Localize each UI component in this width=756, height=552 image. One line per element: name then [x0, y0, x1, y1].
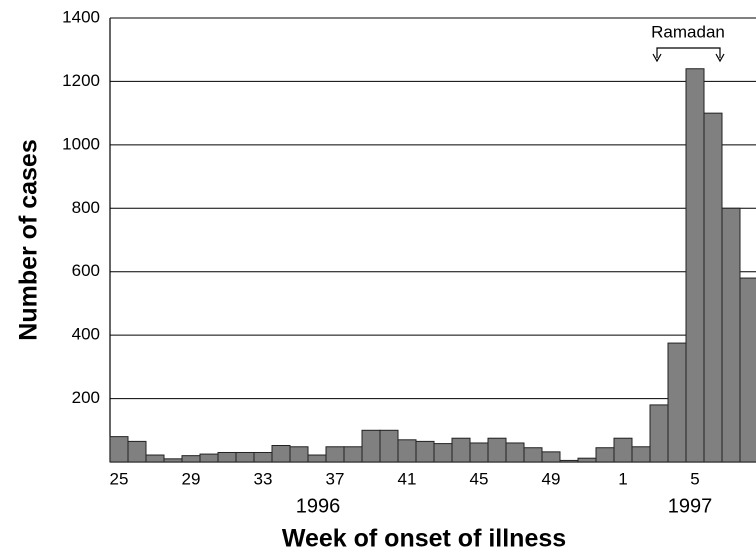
- annotation: Ramadan: [651, 22, 725, 41]
- x-tick-label: 45: [470, 469, 489, 488]
- bar: [109, 436, 129, 463]
- x-tick-label: 5: [690, 469, 699, 488]
- y-tick-label: 600: [72, 261, 100, 280]
- x-tick-label: 41: [398, 469, 417, 488]
- bar: [235, 451, 255, 463]
- bar: [577, 457, 597, 463]
- bar: [451, 437, 471, 463]
- bar: [271, 445, 291, 463]
- bar: [721, 207, 741, 463]
- x-tick-label: 49: [542, 469, 561, 488]
- bar: [127, 440, 147, 463]
- y-tick-label: 1400: [62, 7, 100, 26]
- bar: [415, 440, 435, 463]
- y-tick-label: 1000: [62, 134, 100, 153]
- bar: [253, 451, 273, 463]
- bar: [343, 446, 363, 463]
- x-tick-label: 33: [254, 469, 273, 488]
- bar: [613, 437, 633, 463]
- annotation-bracket: [652, 47, 725, 63]
- bar: [631, 446, 651, 463]
- bar: [595, 447, 615, 463]
- year-label: 1996: [296, 495, 341, 517]
- bar: [703, 112, 723, 463]
- bar: [397, 439, 417, 463]
- bar: [163, 458, 183, 463]
- bar: [685, 68, 705, 463]
- bar: [541, 451, 561, 463]
- bar: [361, 429, 381, 463]
- x-tick-label: 25: [110, 469, 129, 488]
- bar: [487, 437, 507, 463]
- bar: [217, 451, 237, 463]
- bar: [289, 446, 309, 463]
- bar: [523, 447, 543, 463]
- y-tick-label: 200: [72, 388, 100, 407]
- y-tick-label: 800: [72, 198, 100, 217]
- year-label: 1997: [668, 495, 713, 517]
- bar: [469, 442, 489, 463]
- bar: [325, 446, 345, 463]
- bar: [505, 442, 525, 463]
- bar: [199, 453, 219, 463]
- x-axis-title: Week of onset of illness: [282, 525, 566, 552]
- bar: [379, 429, 399, 463]
- y-tick-label: 1200: [62, 71, 100, 90]
- bar: [739, 277, 756, 463]
- x-tick-label: 1: [618, 469, 627, 488]
- bar: [145, 454, 165, 463]
- x-tick-label: 29: [182, 469, 201, 488]
- bar: [649, 404, 669, 463]
- bar: [433, 443, 453, 463]
- y-tick-label: 400: [72, 325, 100, 344]
- y-axis-title: Number of cases: [15, 139, 43, 340]
- bar: [667, 342, 687, 463]
- bar: [181, 455, 201, 463]
- bar: [559, 459, 579, 463]
- bar: [307, 454, 327, 463]
- x-tick-label: 37: [326, 469, 345, 488]
